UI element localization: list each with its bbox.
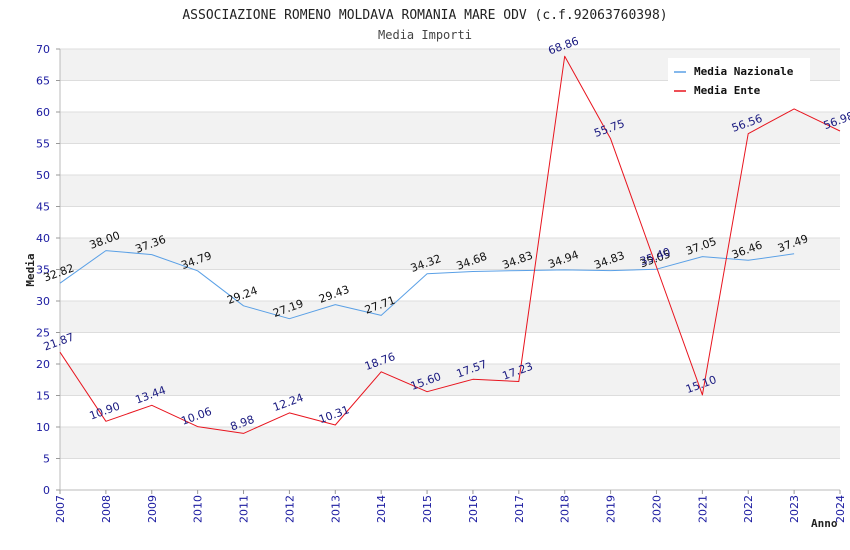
y-tick-label: 35	[36, 264, 50, 277]
legend-label-media-ente: Media Ente	[694, 84, 761, 97]
grid-band	[60, 206, 840, 238]
grid-band	[60, 364, 840, 396]
y-tick-label: 20	[36, 358, 50, 371]
y-tick-labels: 0 5 10 15 20 25 30 35 40 45 50 55 60 65 70	[36, 43, 60, 497]
x-tick-label: 2014	[375, 495, 388, 523]
x-tick-label: 2018	[559, 495, 572, 523]
x-tick-label: 2022	[742, 495, 755, 523]
grid-band	[60, 395, 840, 427]
y-tick-label: 40	[36, 232, 50, 245]
x-axis-label: Anno	[811, 517, 838, 530]
grid-band	[60, 458, 840, 490]
y-tick-label: 0	[43, 484, 50, 497]
series-line-media-ente	[59, 55, 841, 434]
x-tick-label: 2007	[54, 495, 67, 523]
grid-band	[60, 427, 840, 459]
y-tick-label: 60	[36, 106, 50, 119]
grid-band	[60, 301, 840, 333]
grid-band	[60, 175, 840, 207]
legend-label-media-nazionale: Media Nazionale	[694, 65, 794, 78]
grid-band	[60, 269, 840, 301]
chart-title: ASSOCIAZIONE ROMENO MOLDAVA ROMANIA MARE…	[182, 8, 667, 23]
x-tick-label: 2020	[650, 495, 663, 523]
y-tick-label: 5	[43, 453, 50, 466]
chart-subtitle: Media Importi	[378, 28, 472, 42]
legend-box	[668, 58, 810, 102]
grid-band	[60, 238, 840, 270]
x-tick-label: 2017	[513, 495, 526, 523]
y-tick-label: 70	[36, 43, 50, 56]
x-tick-label: 2009	[146, 495, 159, 523]
x-tick-label: 2024	[834, 495, 847, 523]
y-tick-label: 30	[36, 295, 50, 308]
x-tick-label: 2015	[421, 495, 434, 523]
y-axis-label: Media	[24, 253, 37, 286]
x-tick-label: 2008	[100, 495, 113, 523]
x-tick-label: 2013	[329, 495, 342, 523]
y-tick-label: 25	[36, 327, 50, 340]
x-tick-label: 2021	[696, 495, 709, 523]
grid-bands	[60, 49, 840, 490]
grid-band	[60, 332, 840, 364]
series-lines	[59, 55, 841, 434]
y-tick-label: 10	[36, 421, 50, 434]
y-tick-label: 55	[36, 138, 50, 151]
x-tick-label: 2011	[238, 495, 251, 523]
x-tick-label: 2023	[788, 495, 801, 523]
y-tick-label: 65	[36, 75, 50, 88]
y-tick-label: 50	[36, 169, 50, 182]
x-tick-label: 2019	[605, 495, 618, 523]
x-tick-label: 2012	[283, 495, 296, 523]
y-tick-label: 15	[36, 390, 50, 403]
legend: Media Nazionale Media Ente	[668, 58, 810, 102]
y-tick-label: 45	[36, 201, 50, 214]
series-line-media-nazionale	[59, 250, 795, 320]
grid-lines	[60, 48, 840, 491]
grid-band	[60, 112, 840, 144]
grid-band	[60, 143, 840, 175]
x-tick-label: 2016	[467, 495, 480, 523]
x-tick-labels: 2007 2008 2009 2010 2011 2012 2013 2014 2015 2016…	[54, 490, 847, 523]
x-tick-label: 2010	[192, 495, 205, 523]
